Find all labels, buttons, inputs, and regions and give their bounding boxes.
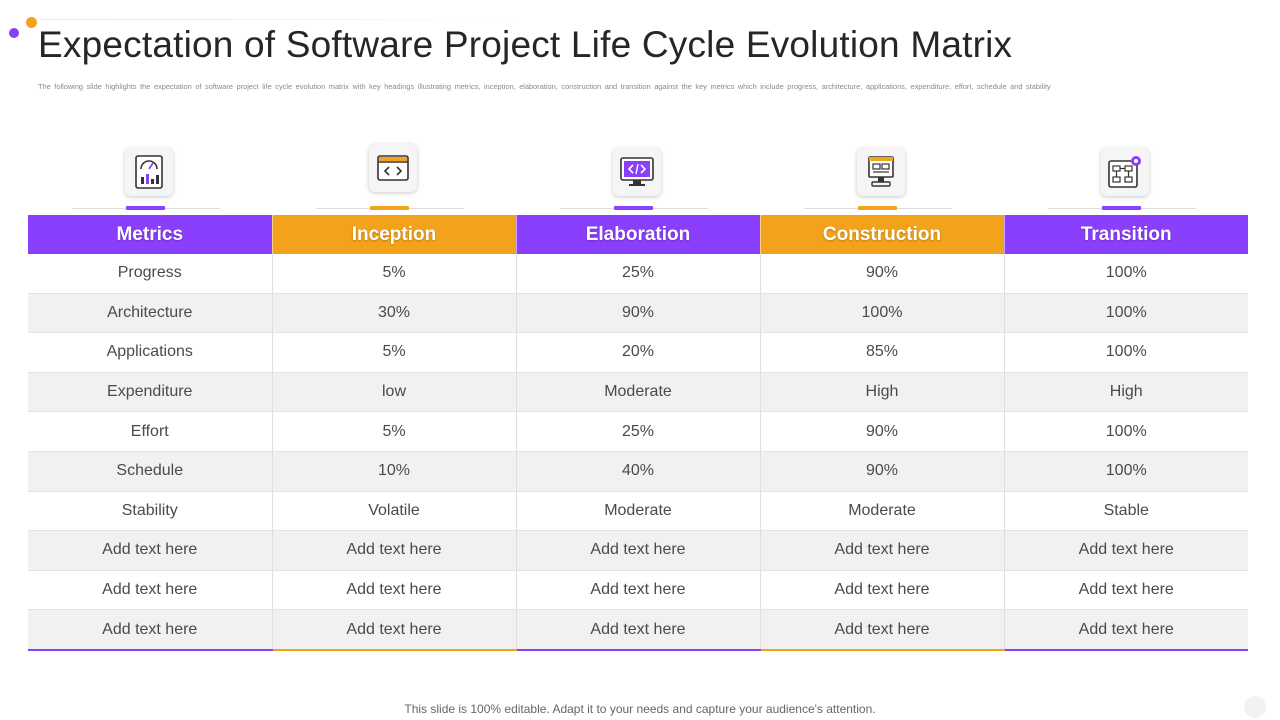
table-cell: 30%: [272, 293, 517, 334]
table-row: Effort 5% 25% 90% 100%: [28, 411, 1248, 452]
decor-dot-purple: [9, 28, 19, 38]
dashboard-icon: [125, 148, 173, 196]
table-cell: 20%: [516, 332, 761, 373]
table-row: Schedule 10% 40% 90% 100%: [28, 451, 1248, 492]
corner-decor-circle: [1244, 696, 1266, 718]
table-cell: 100%: [1004, 411, 1248, 452]
table-cell: Add text here: [28, 530, 273, 571]
table-cell: Moderate: [516, 491, 761, 532]
icon-column-metrics: [28, 140, 272, 216]
header-construction: Construction: [760, 215, 1005, 254]
table-cell: 5%: [272, 332, 517, 373]
table-row: Add text here Add text here Add text her…: [28, 530, 1248, 571]
table-cell: Add text here: [272, 609, 517, 651]
table-cell: Add text here: [1004, 570, 1248, 611]
table-cell: 40%: [516, 451, 761, 492]
table-cell: Add text here: [516, 609, 761, 651]
table-cell: Add text here: [516, 530, 761, 571]
table-cell: 85%: [760, 332, 1005, 373]
table-cell: 100%: [1004, 254, 1248, 294]
table-row: Stability Volatile Moderate Moderate Sta…: [28, 491, 1248, 532]
table-cell: Add text here: [760, 570, 1005, 611]
table-cell: Progress: [28, 254, 273, 294]
monitor-code-icon: [613, 148, 661, 196]
icon-tab-orange: [858, 206, 897, 210]
table-cell: 100%: [1004, 293, 1248, 334]
table-cell: Stability: [28, 491, 273, 532]
title-top-rule: [40, 19, 520, 20]
table-cell: Add text here: [272, 570, 517, 611]
header-transition: Transition: [1004, 215, 1248, 254]
icon-column-inception: [272, 140, 516, 216]
table-cell: Applications: [28, 332, 273, 373]
table-cell: Moderate: [760, 491, 1005, 532]
table-cell: High: [760, 372, 1005, 413]
table-cell: 5%: [272, 254, 517, 294]
icon-tab-purple: [126, 206, 165, 210]
table-cell: Moderate: [516, 372, 761, 413]
decor-dot-orange: [26, 17, 37, 28]
table-cell: 5%: [272, 411, 517, 452]
table-cell: 90%: [760, 451, 1005, 492]
icon-tab-orange: [370, 206, 409, 210]
table-cell: 90%: [760, 254, 1005, 294]
table-row: Progress 5% 25% 90% 100%: [28, 254, 1248, 294]
blueprint-computer-icon: [857, 148, 905, 196]
table-cell: Add text here: [760, 530, 1005, 571]
table-cell: 90%: [516, 293, 761, 334]
table-cell: Add text here: [272, 530, 517, 571]
icon-column-construction: [760, 140, 1004, 216]
icon-tab-purple: [614, 206, 653, 210]
footer-note: This slide is 100% editable. Adapt it to…: [404, 702, 876, 716]
icon-column-transition: [1004, 140, 1248, 216]
table-cell: Stable: [1004, 491, 1248, 532]
table-cell: Effort: [28, 411, 273, 452]
table-cell: Schedule: [28, 451, 273, 492]
header-inception: Inception: [272, 215, 517, 254]
table-header-row: Metrics Inception Elaboration Constructi…: [28, 215, 1248, 254]
icon-tab-purple: [1102, 206, 1141, 210]
table-row: Add text here Add text here Add text her…: [28, 609, 1248, 651]
table-cell: low: [272, 372, 517, 413]
table-cell: 10%: [272, 451, 517, 492]
table-cell: Add text here: [28, 609, 273, 651]
table-cell: High: [1004, 372, 1248, 413]
table-cell: 100%: [1004, 451, 1248, 492]
table-cell: 25%: [516, 411, 761, 452]
table-row: Add text here Add text here Add text her…: [28, 570, 1248, 611]
table-cell: Volatile: [272, 491, 517, 532]
header-elaboration: Elaboration: [516, 215, 761, 254]
table-cell: Add text here: [1004, 530, 1248, 571]
table-cell: 25%: [516, 254, 761, 294]
page-subtitle: The following slide highlights the expec…: [38, 82, 1051, 91]
table-cell: Add text here: [1004, 609, 1248, 651]
table-cell: 90%: [760, 411, 1005, 452]
table-cell: Expenditure: [28, 372, 273, 413]
table-cell: 100%: [1004, 332, 1248, 373]
table-row: Architecture 30% 90% 100% 100%: [28, 293, 1248, 334]
header-metrics: Metrics: [28, 215, 273, 254]
page-title: Expectation of Software Project Life Cyc…: [38, 24, 1013, 65]
icon-column-elaboration: [516, 140, 760, 216]
table-cell: Architecture: [28, 293, 273, 334]
table-cell: 100%: [760, 293, 1005, 334]
table-cell: Add text here: [28, 570, 273, 611]
table-row: Applications 5% 20% 85% 100%: [28, 332, 1248, 373]
evolution-matrix-table: Metrics Inception Elaboration Constructi…: [28, 215, 1248, 651]
code-window-icon: [369, 144, 417, 192]
column-icons: [28, 140, 1248, 216]
table-cell: Add text here: [760, 609, 1005, 651]
flowchart-gear-icon: [1101, 148, 1149, 196]
table-row: Expenditure low Moderate High High: [28, 372, 1248, 413]
table-cell: Add text here: [516, 570, 761, 611]
